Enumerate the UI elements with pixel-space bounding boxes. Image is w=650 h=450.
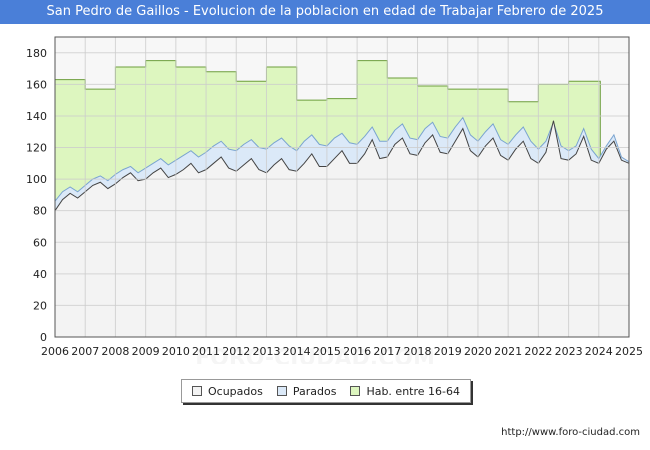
y-tick-label: 140 xyxy=(26,110,47,123)
x-tick-label: 2009 xyxy=(132,345,160,358)
x-tick-label: 2022 xyxy=(524,345,552,358)
y-tick-label: 120 xyxy=(26,142,47,155)
x-tick-label: 2008 xyxy=(101,345,129,358)
x-tick-label: 2025 xyxy=(615,345,643,358)
y-tick-label: 40 xyxy=(33,268,47,281)
legend-swatch-hab xyxy=(350,386,361,396)
watermark: FORO-CIUDAD.COM xyxy=(195,346,435,364)
x-tick-label: 2017 xyxy=(373,345,401,358)
x-tick-label: 2014 xyxy=(283,345,311,358)
chart: 0 20 40 60 80 100 120 140 160 180 2006 2007 2008 2009… xyxy=(26,36,643,364)
x-tick-label: 2016 xyxy=(343,345,371,358)
x-tick-label: 2023 xyxy=(555,345,583,358)
y-tick-label: 0 xyxy=(40,331,47,344)
x-tick-label: 2019 xyxy=(434,345,462,358)
x-tick-label: 2013 xyxy=(252,345,280,358)
y-tick-label: 180 xyxy=(26,47,47,60)
series-line-ocupados xyxy=(54,120,630,211)
axes-layer xyxy=(54,36,630,338)
legend-item-hab: Hab. entre 16-64 xyxy=(350,385,460,398)
legend-label-ocupados: Ocupados xyxy=(207,384,263,398)
series-line-parados xyxy=(54,116,630,202)
x-tick-label: 2007 xyxy=(71,345,99,358)
tick-labels: 0 20 40 60 80 100 120 140 160 180 2006 2007 2008 2009… xyxy=(26,47,643,364)
legend-swatch-parados xyxy=(276,386,287,396)
x-tick-label: 2020 xyxy=(464,345,492,358)
legend: Ocupados Parados Hab. entre 16-64 xyxy=(181,379,471,403)
x-tick-label: 2018 xyxy=(404,345,432,358)
series-area-ocupados xyxy=(55,120,629,338)
x-tick-label: 2015 xyxy=(313,345,341,358)
y-tick-label: 20 xyxy=(33,299,47,312)
y-tick-label: 60 xyxy=(33,236,47,249)
source-link[interactable]: http://www.foro-ciudad.com xyxy=(501,427,640,438)
plot-frame xyxy=(54,36,630,338)
x-tick-label: 2011 xyxy=(192,345,220,358)
legend-item-ocupados: Ocupados xyxy=(191,384,263,398)
area-layer xyxy=(54,60,630,338)
x-tick-label: 2010 xyxy=(162,345,190,358)
chart-title: San Pedro de Gaillos - Evolucion de la p… xyxy=(0,0,650,24)
legend-label-hab: Hab. entre 16-64 xyxy=(366,384,460,398)
legend-label-parados: Parados xyxy=(292,384,337,398)
x-tick-label: 2012 xyxy=(222,345,250,358)
x-tick-label: 2021 xyxy=(494,345,522,358)
legend-swatch-ocupados xyxy=(191,386,202,396)
x-tick-label: 2024 xyxy=(585,345,613,358)
y-tick-label: 160 xyxy=(26,78,47,91)
x-tick-label: 2006 xyxy=(41,345,69,358)
y-tick-label: 100 xyxy=(26,173,47,186)
y-tick-label: 80 xyxy=(33,205,47,218)
legend-item-parados: Parados xyxy=(276,384,337,398)
